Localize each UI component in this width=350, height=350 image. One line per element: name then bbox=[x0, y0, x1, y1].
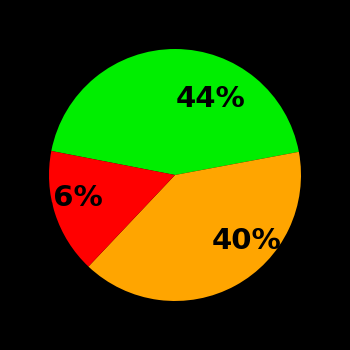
Wedge shape bbox=[51, 49, 299, 175]
Wedge shape bbox=[49, 151, 175, 267]
Text: 40%: 40% bbox=[211, 228, 281, 256]
Wedge shape bbox=[89, 152, 301, 301]
Text: 44%: 44% bbox=[175, 85, 245, 113]
Text: 16%: 16% bbox=[33, 184, 103, 212]
